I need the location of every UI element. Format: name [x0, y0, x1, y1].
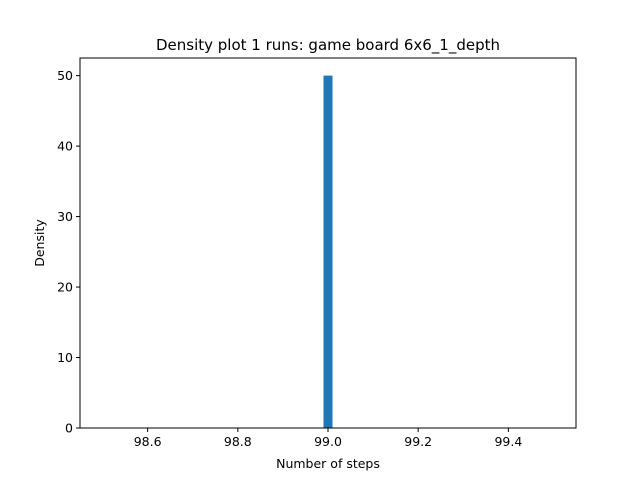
- y-ticks: 0 10 20 30 40 50: [57, 68, 80, 436]
- y-tick-label: 10: [57, 350, 73, 365]
- y-tick-label: 40: [57, 139, 73, 154]
- x-ticks: 98.6 98.8 99.0 99.2 99.4: [134, 428, 522, 449]
- x-axis-label: Number of steps: [276, 456, 380, 471]
- histogram-bar: [323, 75, 333, 428]
- y-tick-label: 30: [57, 209, 73, 224]
- y-tick-label: 20: [57, 280, 73, 295]
- chart-title: Density plot 1 runs: game board 6x6_1_de…: [156, 36, 500, 55]
- y-axis-label: Density: [32, 219, 47, 267]
- x-tick-label: 99.4: [494, 434, 522, 449]
- x-tick-label: 98.8: [224, 434, 252, 449]
- y-tick-label: 50: [57, 68, 73, 83]
- bars-layer: [323, 75, 333, 428]
- x-tick-label: 99.2: [404, 434, 432, 449]
- x-tick-label: 99.0: [314, 434, 342, 449]
- x-tick-label: 98.6: [134, 434, 162, 449]
- y-tick-label: 0: [65, 421, 73, 436]
